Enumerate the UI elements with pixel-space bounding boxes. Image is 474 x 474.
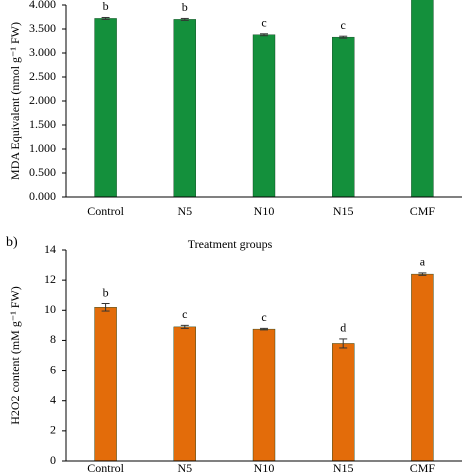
y-tick-label: 2.500: [29, 69, 56, 83]
bar: [332, 343, 355, 462]
significance-letter: b: [103, 285, 109, 299]
x-tick-label: N5: [177, 461, 192, 474]
plot-area: [94, 0, 434, 198]
significance-letter: a: [420, 255, 426, 269]
y-tick-label: 10: [44, 302, 56, 316]
y-tick-label: 14: [44, 242, 56, 256]
x-tick-label: N5: [177, 204, 192, 218]
bar: [173, 326, 197, 462]
bar: [411, 273, 434, 462]
significance-letter: b: [182, 0, 188, 14]
significance-letter: c: [341, 18, 346, 32]
y-tick-label: 3.000: [29, 45, 56, 59]
bar: [173, 19, 197, 198]
significance-letter: c: [261, 310, 266, 324]
x-axis-label: Treatment groups: [188, 237, 273, 251]
y-axis-label: H2O2 content (mM g⁻¹ FW): [8, 286, 22, 425]
bar: [332, 36, 355, 198]
y-tick-label: 12: [44, 272, 56, 286]
y-tick-label: 6: [50, 362, 56, 376]
y-tick-label: 0.000: [29, 189, 56, 203]
significance-letter: b: [103, 0, 109, 13]
x-tick-label: N15: [333, 461, 354, 474]
y-tick-label: 1.000: [29, 141, 56, 155]
plot-area: [94, 272, 434, 462]
x-tick-label: N10: [254, 204, 275, 218]
bar: [94, 18, 117, 198]
bar: [252, 328, 276, 462]
y-tick-label: 0.500: [29, 165, 56, 179]
x-tick-label: CMF: [410, 204, 436, 218]
bar: [252, 34, 276, 198]
x-tick-label: Control: [87, 461, 124, 474]
y-tick-label: 2: [50, 423, 56, 437]
y-tick-label: 2.000: [29, 93, 56, 107]
panel-label: b): [6, 235, 18, 250]
y-tick-label: 4: [50, 392, 56, 406]
y-tick-label: 4.000: [29, 0, 56, 11]
significance-letter: c: [182, 307, 187, 321]
y-tick-label: 3.500: [29, 21, 56, 35]
y-tick-label: 0: [50, 453, 56, 467]
significance-letter: c: [261, 16, 266, 30]
y-tick-label: 1.500: [29, 117, 56, 131]
x-tick-label: CMF: [410, 461, 436, 474]
significance-letter: d: [340, 321, 346, 335]
bar: [411, 0, 434, 198]
x-tick-label: N10: [254, 461, 275, 474]
x-tick-label: N15: [333, 204, 354, 218]
x-tick-label: Control: [87, 204, 124, 218]
y-axis-label: MDA Equivalent (nmol g⁻¹ FW): [8, 22, 22, 180]
y-tick-label: 8: [50, 332, 56, 346]
bar: [94, 307, 117, 462]
